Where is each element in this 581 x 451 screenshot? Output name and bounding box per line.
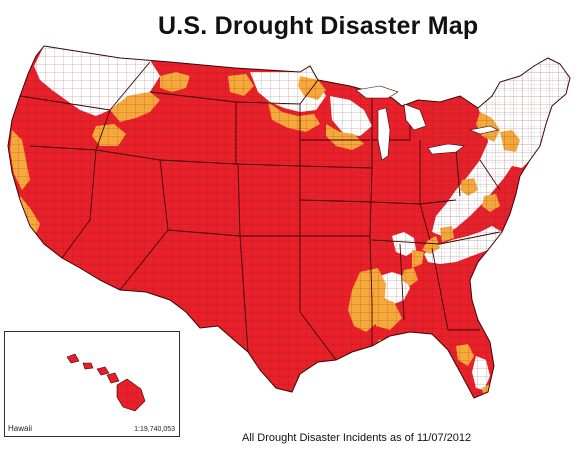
hawaii-label: Hawaii xyxy=(8,424,33,433)
hawaii-map xyxy=(66,353,146,412)
map-title: U.S. Drought Disaster Map xyxy=(158,12,479,40)
map-caption: All Drought Disaster Incidents as of 11/… xyxy=(242,432,472,444)
hawaii-scale: 1:19,740,053 xyxy=(134,426,175,433)
hawaii-inset: Hawaii 1:19,740,053 xyxy=(4,331,180,437)
